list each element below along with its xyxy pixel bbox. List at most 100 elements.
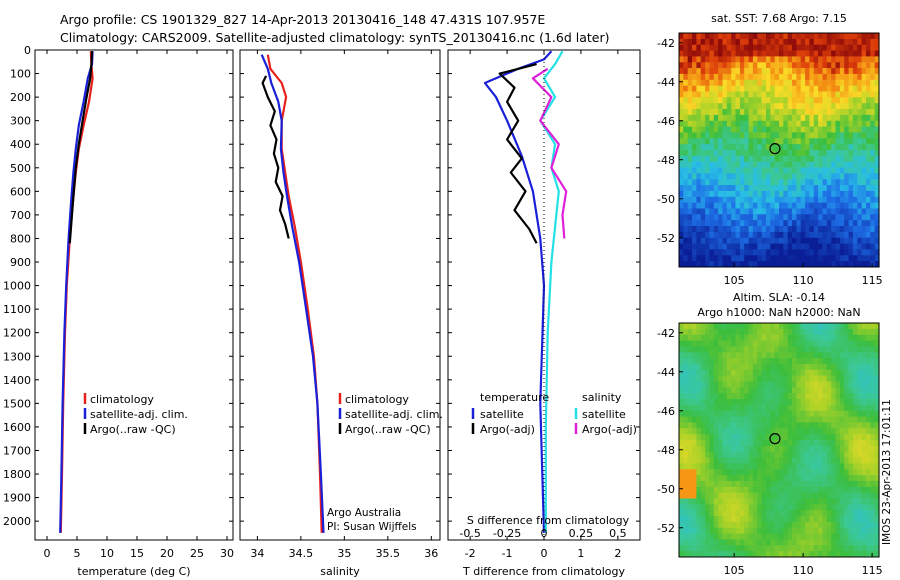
heatmap-cell [722, 167, 728, 174]
heatmap-cell [709, 231, 715, 239]
heatmap-cell [718, 161, 723, 169]
heatmap-cell [796, 545, 802, 552]
heatmap-cell [757, 220, 763, 227]
heatmap-cell [787, 381, 793, 388]
heatmap-cell [726, 369, 732, 377]
heatmap-cell [787, 369, 793, 377]
heatmap-cell [757, 150, 763, 157]
heatmap-cell [752, 161, 758, 169]
heatmap-cell [822, 516, 828, 523]
heatmap-cell [696, 393, 702, 400]
heatmap-cell [874, 237, 880, 245]
heatmap-cell [709, 249, 715, 256]
heatmap-cell [813, 255, 819, 262]
heatmap-cell [705, 480, 710, 488]
heatmap-cell [726, 328, 732, 336]
heatmap-cell [705, 369, 710, 377]
heatmap-cell [713, 346, 719, 353]
heatmap-cell [826, 375, 832, 382]
heatmap-cell [700, 480, 706, 488]
heatmap-cell [831, 422, 837, 429]
heatmap-cell [870, 62, 876, 69]
heatmap-cell [839, 393, 845, 400]
heatmap-cell [783, 521, 789, 529]
heatmap-cell [718, 399, 723, 406]
heatmap-cell [700, 527, 706, 535]
heatmap-cell [705, 237, 710, 245]
heatmap-cell [787, 109, 793, 116]
heatmap-cell [679, 44, 684, 52]
heatmap-cell [809, 114, 815, 122]
heatmap-cell [848, 214, 854, 221]
heatmap-cell [831, 527, 837, 535]
heatmap-cell [744, 44, 750, 52]
heatmap-cell [866, 231, 871, 239]
heatmap-cell [848, 50, 854, 57]
heatmap-cell [857, 190, 863, 198]
heatmap-cell [800, 155, 806, 163]
y-tick-label: 800 [10, 232, 31, 245]
heatmap-cell [818, 56, 823, 63]
heatmap-cell [835, 352, 841, 359]
heatmap-cell [709, 480, 715, 488]
heatmap-cell [787, 480, 793, 488]
heatmap-cell [831, 237, 837, 245]
heatmap-cell [696, 363, 702, 371]
heatmap-cell [770, 451, 776, 459]
heatmap-cell [748, 440, 754, 447]
heatmap-cell [757, 132, 763, 139]
heatmap-cell [831, 358, 837, 365]
heatmap-cell [831, 38, 837, 46]
heatmap-cell [792, 255, 797, 262]
heatmap-cell [692, 237, 697, 245]
heatmap-cell [696, 196, 702, 204]
heatmap-cell [726, 120, 732, 128]
heatmap-cell [857, 504, 863, 511]
heatmap-cell [696, 132, 702, 139]
heatmap-cell [822, 334, 828, 342]
heatmap-cell [726, 469, 732, 476]
heatmap-cell [744, 79, 750, 87]
heatmap-cell [739, 545, 745, 552]
heatmap-cell [696, 463, 702, 470]
heatmap-cell [835, 399, 841, 406]
heatmap-cell [831, 120, 837, 128]
heatmap-cell [766, 410, 771, 418]
heatmap-cell [839, 79, 845, 87]
heatmap-cell [787, 516, 793, 523]
heatmap-cell [809, 521, 815, 529]
heatmap-cell [792, 545, 797, 552]
heatmap-cell [696, 109, 702, 116]
heatmap-cell [683, 243, 689, 250]
heatmap-cell [852, 226, 858, 233]
heatmap-cell [809, 214, 815, 221]
heatmap-cell [818, 399, 823, 406]
heatmap-cell [831, 62, 837, 69]
heatmap-cell [861, 237, 867, 245]
heatmap-cell [848, 173, 854, 180]
heatmap-cell [757, 109, 763, 116]
heatmap-cell [774, 387, 780, 394]
heatmap-cell [726, 434, 732, 441]
heatmap-cell [861, 486, 867, 494]
heatmap-cell [796, 231, 802, 239]
heatmap-cell [722, 504, 728, 511]
heatmap-cell [683, 480, 689, 488]
heatmap-cell [761, 510, 767, 517]
heatmap-cell [805, 179, 810, 186]
heatmap-cell [809, 97, 815, 104]
heatmap-cell [683, 161, 689, 169]
heatmap-cell [800, 85, 806, 93]
heatmap-cell [687, 85, 693, 93]
heatmap-cell [726, 551, 732, 558]
heatmap-cell [779, 144, 784, 151]
legend-label: Argo(..raw -QC) [90, 423, 176, 436]
heatmap-cell [866, 33, 871, 40]
heatmap-cell [822, 475, 828, 482]
heatmap-cell [779, 527, 784, 535]
heatmap-cell [700, 68, 706, 75]
heatmap-cell [839, 352, 845, 359]
heatmap-cell [687, 334, 693, 342]
heatmap-cell [687, 79, 693, 87]
heatmap-cell [822, 208, 828, 215]
